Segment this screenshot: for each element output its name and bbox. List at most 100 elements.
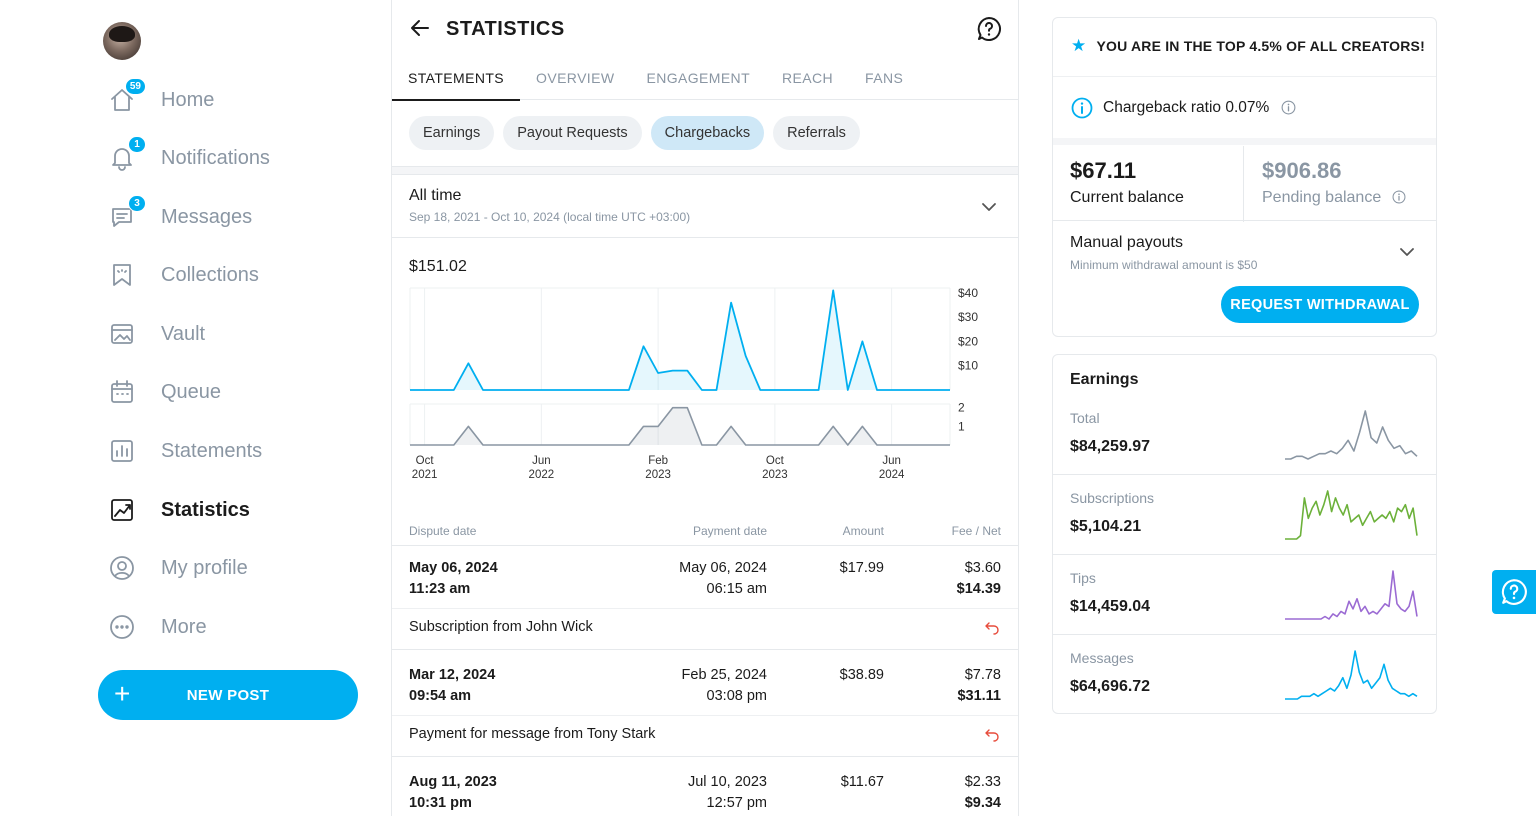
dispute-date: May 06, 2024 [409,560,498,576]
sidebar-item-collections[interactable]: Collections [106,255,366,295]
earnings-row-tips[interactable]: Tips $14,459.04 [1053,554,1436,634]
x-tick-month: Jun [882,455,901,467]
fan-name-link[interactable]: John Wick [525,619,593,635]
x-tick-year: 2021 [412,469,438,481]
sparkline-messages [1285,650,1418,700]
top-bar: STATISTICS [392,0,1018,56]
current-balance: $67.11 Current balance [1053,146,1244,222]
sidebar-item-label: My profile [161,556,248,579]
manual-payouts-selector[interactable]: Manual payouts Minimum withdrawal amount… [1053,220,1436,276]
chevron-down-icon [982,203,996,211]
sparkline-total [1285,410,1418,460]
payment-time: 03:08 pm [706,688,767,704]
home-icon: 59 [106,78,146,116]
divider [1053,138,1436,145]
sidebar-item-label: Messages [161,205,253,228]
earnings-value: $5,104.21 [1070,518,1142,535]
earnings-title: Earnings [1070,371,1139,388]
net: $14.39 [956,581,1001,597]
earnings-value: $14,459.04 [1070,598,1151,615]
earnings-row-messages[interactable]: Messages $64,696.72 [1053,634,1436,714]
chip-earnings[interactable]: Earnings [409,116,495,150]
sparkline-path [1285,650,1418,700]
arrow-left-icon[interactable] [408,16,432,40]
sidebar-item-queue[interactable]: Queue [106,372,366,412]
series-area-count [410,407,950,445]
earnings-label: Subscriptions [1070,490,1155,506]
statistics-tabs: STATEMENTS OVERVIEW ENGAGEMENT REACH FAN… [392,56,1018,101]
chevron-down-icon [1400,248,1414,256]
more-dots-icon [106,611,138,643]
earnings-row-subscriptions[interactable]: Subscriptions $5,104.21 [1053,474,1436,554]
fan-name-link[interactable]: Tony Stark [586,726,656,742]
sidebar-item-notifications[interactable]: 1 Notifications [106,136,366,178]
sidebar-item-label: More [161,615,207,638]
bar-chart-icon [106,435,138,467]
home-badge: 59 [124,78,146,95]
period-selector[interactable]: All time Sep 18, 2021 - Oct 10, 2024 (lo… [392,176,1018,238]
x-tick-month: Oct [416,455,435,467]
balance-card: ★ YOU ARE IN THE TOP 4.5% OF ALL CREATOR… [1052,17,1437,337]
trend-chart-icon [106,494,138,526]
table-row[interactable]: Aug 11, 2023 10:31 pm Jul 10, 2023 12:57… [392,772,1018,816]
sidebar: 59 Home 1 Notifications 3 Messages Colle… [0,0,391,816]
chip-chargebacks[interactable]: Chargebacks [650,116,765,150]
notifications-badge: 1 [128,136,146,153]
undo-icon[interactable] [984,621,1000,637]
table-row[interactable]: May 06, 2024 11:23 am May 06, 2024 06:15… [392,558,1018,651]
sparkline-tips [1285,570,1418,620]
help-circle-icon[interactable] [976,16,1002,42]
sidebar-item-my-profile[interactable]: My profile [106,548,366,588]
description-prefix: Subscription from [409,619,522,635]
new-post-label: NEW POST [186,686,270,704]
series-line-count [410,406,950,446]
y-tick-label: $30 [958,310,978,324]
x-tick-month: Jun [532,455,551,467]
sidebar-item-home[interactable]: 59 Home [106,78,366,120]
new-post-button[interactable]: + NEW POST [98,670,358,720]
payouts-title: Manual payouts [1070,234,1183,251]
x-tick-month: Oct [766,455,785,467]
sidebar-item-label: Queue [161,380,222,403]
tab-fans[interactable]: FANS [865,70,904,86]
col-amount: Amount [842,524,884,538]
sidebar-item-more[interactable]: More [106,607,366,647]
earnings-label: Messages [1070,650,1134,666]
tab-overview[interactable]: OVERVIEW [536,70,615,86]
sidebar-item-messages[interactable]: 3 Messages [106,195,366,237]
dispute-time: 10:31 pm [409,795,472,811]
sidebar-item-statistics[interactable]: Statistics [106,490,366,530]
chip-referrals[interactable]: Referrals [773,116,860,150]
net: $9.34 [964,795,1001,811]
tab-statements[interactable]: STATEMENTS [392,56,521,101]
description-text: Subscription from John Wick [409,619,593,635]
info-icon[interactable] [1281,100,1296,115]
sidebar-item-vault[interactable]: Vault [106,314,366,354]
messages-badge: 3 [128,195,146,212]
undo-icon[interactable] [984,728,1000,744]
divider [392,166,1018,175]
avatar[interactable] [103,22,141,60]
sidebar-item-label: Notifications [161,146,270,169]
sparkline-path [1285,410,1418,460]
filter-chips: Earnings Payout Requests Chargebacks Ref… [409,116,860,150]
payment-time: 06:15 am [706,581,767,597]
chip-payout-requests[interactable]: Payout Requests [503,116,642,150]
sidebar-item-label: Statements [161,439,263,462]
table-row[interactable]: Mar 12, 2024 09:54 am Feb 25, 2024 03:08… [392,665,1018,758]
sidebar-item-label: Statistics [161,498,250,521]
pending-balance-value: $906.86 [1262,158,1342,183]
fee: $3.60 [964,560,1001,576]
earnings-card: Earnings Total $84,259.97 Subscriptions … [1052,354,1437,714]
period-title: All time [409,187,462,204]
request-withdrawal-button[interactable]: REQUEST WITHDRAWAL [1221,286,1419,323]
y-tick-label: 2 [958,401,965,415]
earnings-row-total[interactable]: Total $84,259.97 [1053,395,1436,474]
support-help-button[interactable] [1492,570,1536,614]
tab-engagement[interactable]: ENGAGEMENT [646,70,751,86]
tab-reach[interactable]: REACH [782,70,834,86]
info-icon[interactable] [1392,190,1406,204]
page-title: STATISTICS [446,18,565,40]
sidebar-item-statements[interactable]: Statements [106,431,366,471]
sidebar-item-label: Collections [161,263,259,286]
